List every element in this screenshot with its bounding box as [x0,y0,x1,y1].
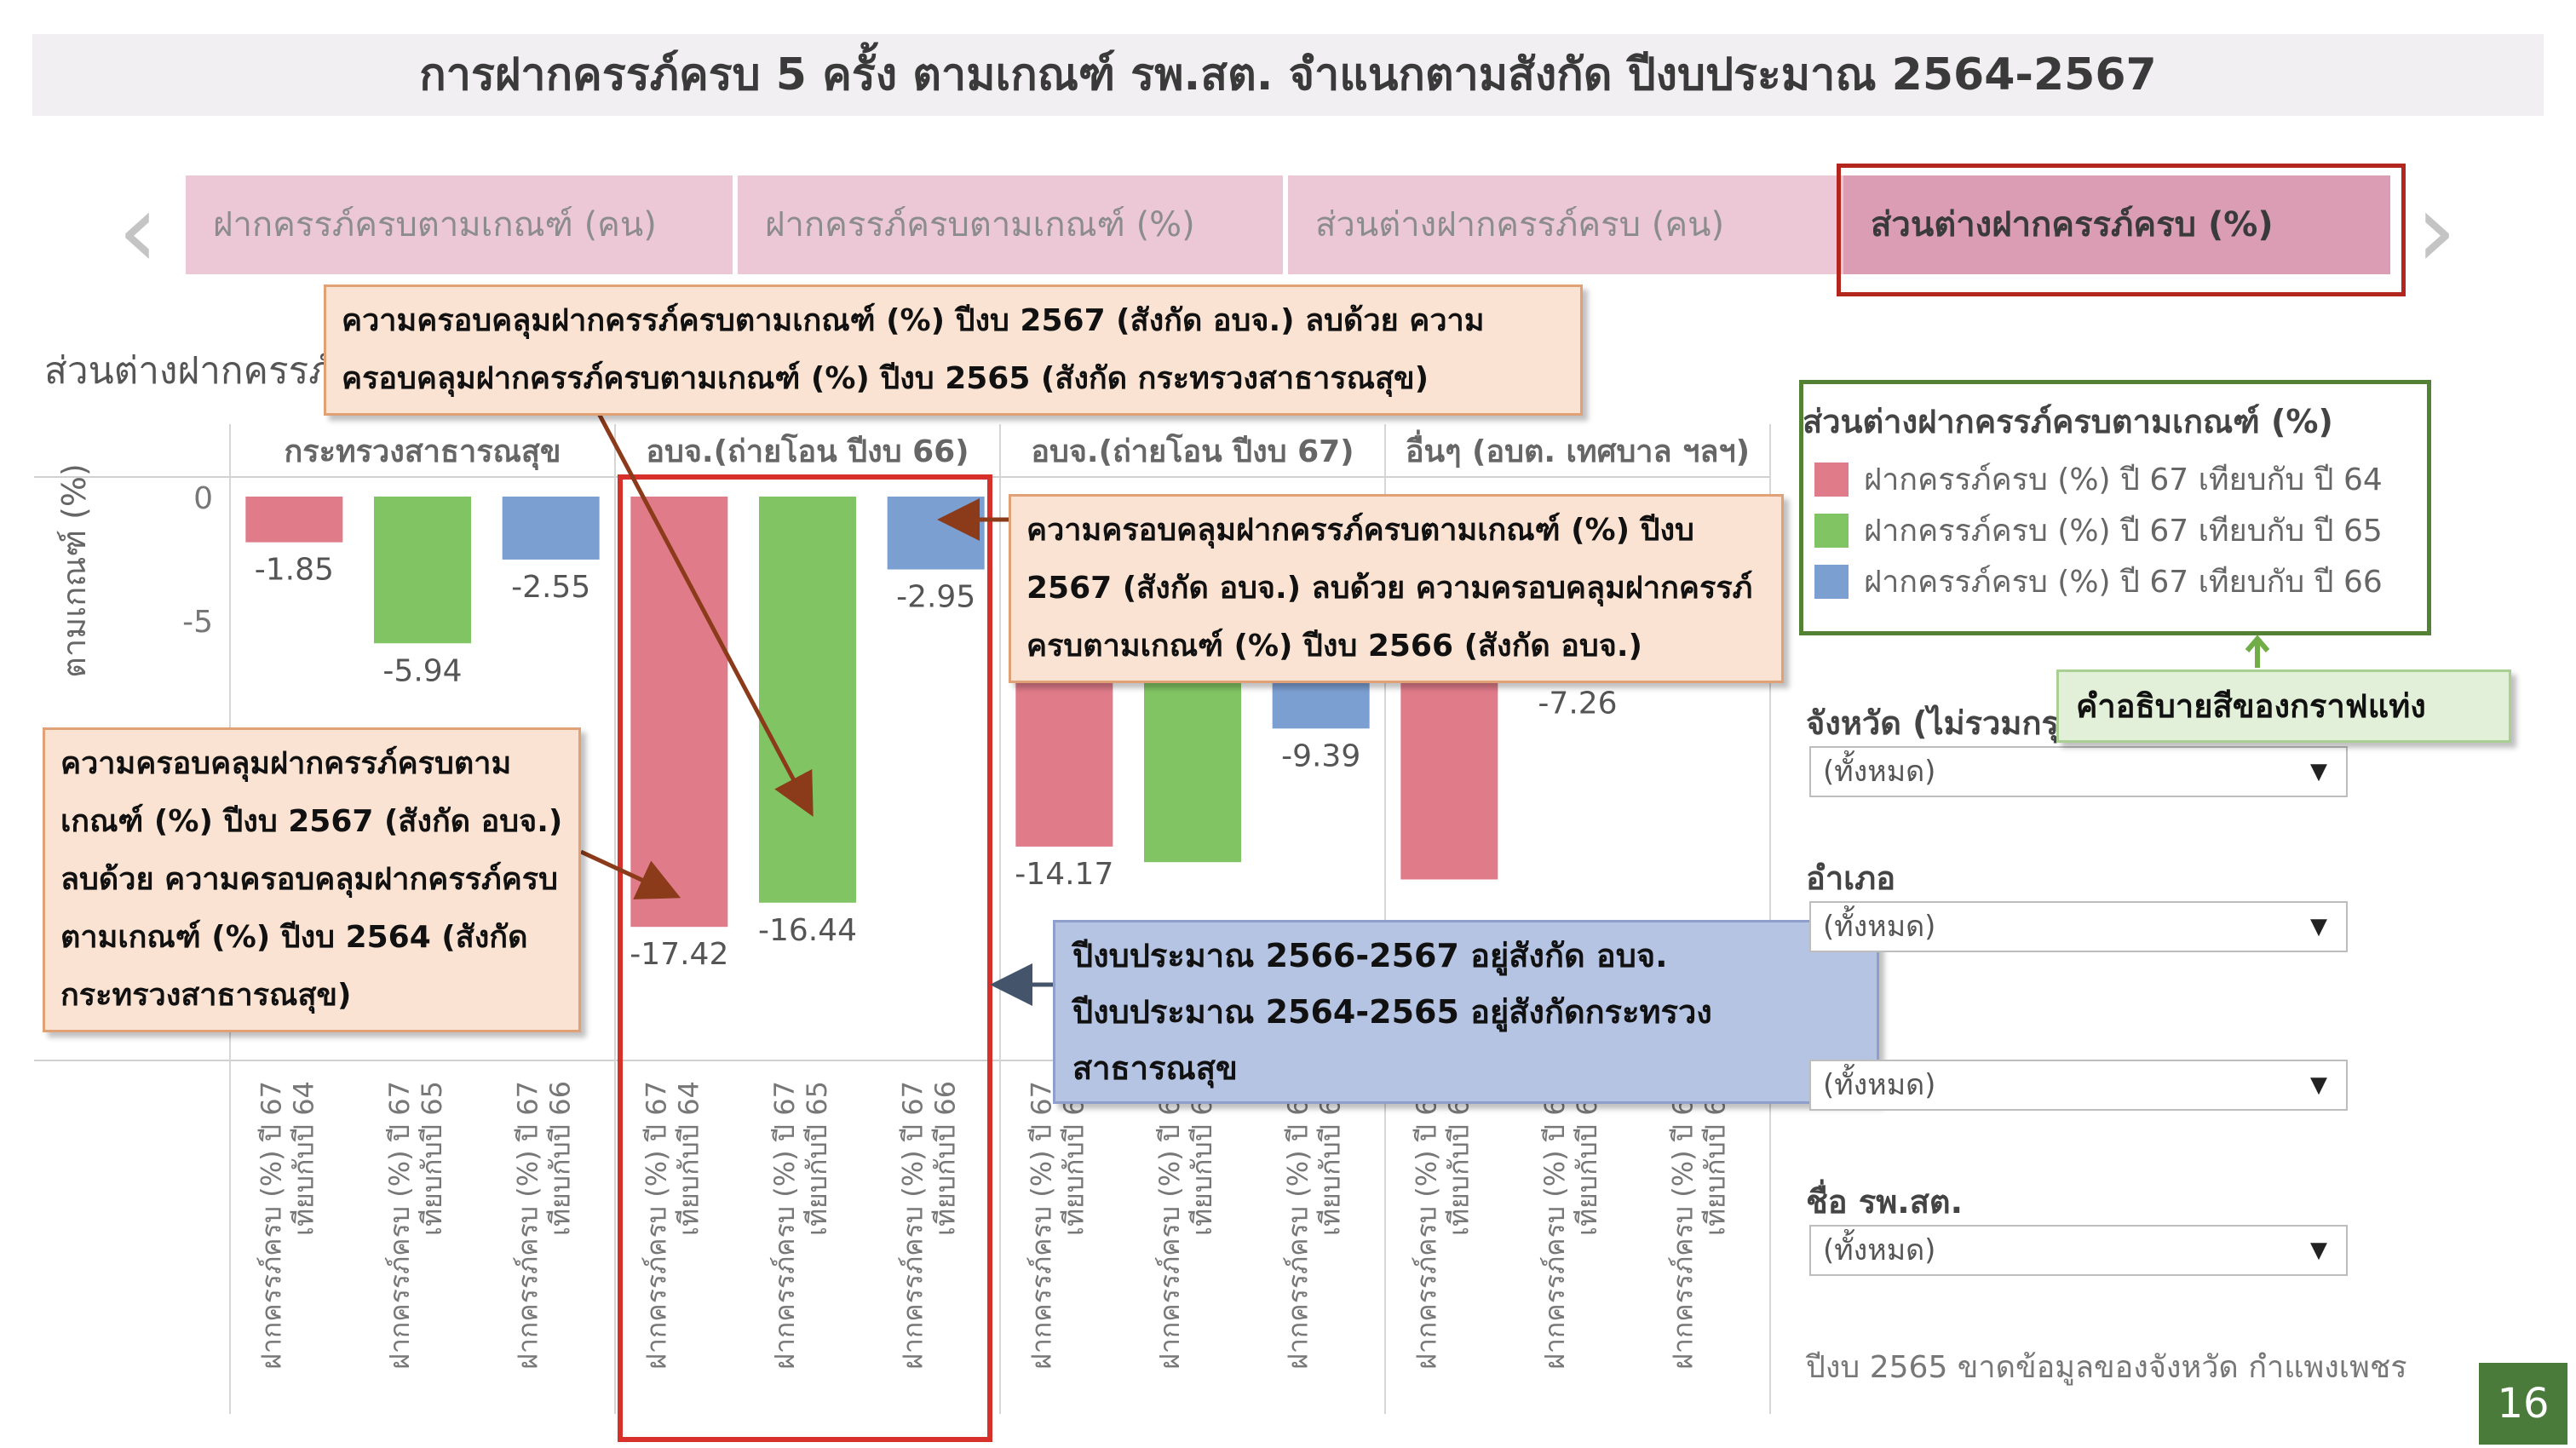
category-label: ฝากครรภ์ครบ (%) ปี 67 [1025,1081,1057,1370]
legend-swatch-red [1814,462,1849,497]
data-label: -2.95 [896,580,975,615]
data-label: -14.17 [1015,857,1113,892]
legend-label: ฝากครรภ์ครบ (%) ปี 67 เทียบกับ ปี 66 [1864,565,2383,600]
y-tick-label: 0 [193,481,213,516]
callout-right: ความครอบคลุมฝากครรภ์ครบตามเกณฑ์ (%) ปีงบ… [1009,494,1784,683]
dropdown-arrow-icon: ▼ [2310,1238,2327,1263]
bar [887,497,985,570]
category-label: ฝากครรภ์ครบ (%) ปี 67 [1538,1081,1571,1370]
y-tick-label: -5 [182,605,213,640]
callout-bottom-line2: ปีงบประมาณ 2564-2565 อยู่สังกัดกระทรวงสา… [1072,993,1712,1087]
filter-label-hospital: ชื่อ รพ.สต. [1806,1183,1964,1221]
category-label: เทียบกับปี 64 [287,1081,319,1236]
legend-title: ส่วนต่างฝากครรภ์ครบตามเกณฑ์ (%) [1803,403,2333,440]
category-label: ฝากครรภ์ครบ (%) ปี 67 [897,1081,929,1370]
bar [374,497,471,644]
legend-swatch-blue [1814,564,1849,599]
tab-anc-diff-percent[interactable]: ส่วนต่างฝากครรภ์ครบ (%) [1843,175,2390,274]
legend-item: ฝากครรภ์ครบ (%) ปี 67 เทียบกับ ปี 64 [1814,455,2411,497]
tab-anc-count[interactable]: ฝากครรภ์ครบตามเกณฑ์ (คน) [186,175,733,274]
data-label: -5.94 [382,653,462,688]
dropdown-arrow-icon: ▼ [2310,1072,2327,1098]
category-label: เทียบกับปี 66 [1314,1081,1347,1236]
district-dropdown[interactable]: (ทั้งหมด) ▼ [1809,901,2348,952]
category-label: เทียบกับปี 65 [801,1081,833,1236]
callout-left: ความครอบคลุมฝากครรภ์ครบตามเกณฑ์ (%) ปีงบ… [43,727,581,1032]
category-label: เทียบกับปี 64 [672,1081,704,1236]
province-dropdown-value: (ทั้งหมด) [1823,755,1936,789]
panel-header: อบจ.(ถ่ายโอน ปีงบ 66) [646,433,969,469]
category-label: เทียบกับปี 65 [1186,1081,1218,1236]
subdistrict-dropdown[interactable]: (ทั้งหมด) ▼ [1809,1060,2348,1111]
hospital-dropdown-value: (ทั้งหมด) [1823,1233,1936,1267]
callout-bottom: ปีงบประมาณ 2566-2567 อยู่สังกัด อบจ. ปีง… [1053,920,1879,1104]
category-label: เทียบกับปี 66 [1699,1081,1732,1236]
legend-item: ฝากครรภ์ครบ (%) ปี 67 เทียบกับ ปี 65 [1814,506,2411,549]
page-title: การฝากครรภ์ครบ 5 ครั้ง ตามเกณฑ์ รพ.สต. จ… [419,49,2157,101]
tab-anc-percent[interactable]: ฝากครรภ์ครบตามเกณฑ์ (%) [738,175,1283,274]
district-dropdown-value: (ทั้งหมด) [1823,910,1936,944]
panel-header: กระทรวงสาธารณสุข [284,434,561,471]
legend-box [1799,380,2431,635]
panel-header: อื่นๆ (อบต. เทศบาล ฯลฯ) [1406,429,1750,469]
callout-legend-note: คำอธิบายสีของกราฟแท่ง [2056,669,2511,743]
data-label: -1.85 [255,553,334,588]
category-label: เทียบกับปี 66 [929,1081,962,1236]
panel-header: อบจ.(ถ่ายโอน ปีงบ 67) [1031,433,1354,469]
subdistrict-dropdown-value: (ทั้งหมด) [1823,1068,1936,1102]
sheet-subtitle: ส่วนต่างฝากครรภ์ครบตามเกณฑ์ (%) [44,349,334,393]
footnote: ปีงบ 2565 ขาดข้อมูลของจังหวัด กำแพงเพชร [1806,1350,2407,1385]
prev-arrow-icon[interactable]: ‹ [118,172,158,290]
callout-bottom-line1: ปีงบประมาณ 2566-2567 อยู่สังกัด อบจ. [1072,937,1668,974]
arrow-top-callout [594,409,814,817]
dropdown-arrow-icon: ▼ [2310,914,2327,939]
legend-label: ฝากครรภ์ครบ (%) ปี 67 เทียบกับ ปี 64 [1864,463,2383,497]
province-dropdown[interactable]: (ทั้งหมด) ▼ [1809,746,2348,797]
callout-left-text: ความครอบคลุมฝากครรภ์ครบตามเกณฑ์ (%) ปีงบ… [60,746,563,1013]
category-label: ฝากครรภ์ครบ (%) ปี 67 [640,1081,672,1370]
active-tab-highlight [1837,164,2406,296]
category-label: ฝากครรภ์ครบ (%) ปี 67 [1667,1081,1699,1370]
bar [759,497,856,903]
data-label: -17.42 [630,937,728,972]
legend-item: ฝากครรภ์ครบ (%) ปี 67 เทียบกับ ปี 66 [1814,557,2411,600]
data-label: -2.55 [511,570,590,605]
y-axis-label: ตามเกณฑ์ (%) [55,463,93,678]
category-label: เทียบกับปี 64 [1442,1081,1475,1236]
category-label: เทียบกับปี 65 [1571,1081,1603,1236]
title-bar [32,34,2544,116]
category-label: ฝากครรภ์ครบ (%) ปี 67 [1410,1081,1442,1370]
category-label: ฝากครรภ์ครบ (%) ปี 67 [1282,1081,1314,1370]
dropdown-arrow-icon: ▼ [2310,759,2327,784]
callout-right-text: ความครอบคลุมฝากครรภ์ครบตามเกณฑ์ (%) ปีงบ… [1026,513,1753,664]
legend-swatch-green [1814,513,1849,548]
category-label: ฝากครรภ์ครบ (%) ปี 67 [1153,1081,1186,1370]
filter-label-district: อำเภอ [1806,859,1896,897]
hospital-dropdown[interactable]: (ทั้งหมด) ▼ [1809,1225,2348,1276]
page-number: 16 [2479,1363,2567,1445]
callout-top: ความครอบคลุมฝากครรภ์ครบตามเกณฑ์ (%) ปีงบ… [324,284,1583,416]
bar [245,497,343,543]
highlight-box [618,474,992,1442]
category-label: ฝากครรภ์ครบ (%) ปี 67 [768,1081,801,1370]
category-label: ฝากครรภ์ครบ (%) ปี 67 [512,1081,544,1370]
bar [502,497,600,560]
data-label: -16.44 [758,913,857,948]
next-arrow-icon[interactable]: › [2416,172,2457,290]
category-label: เทียบกับปี 66 [544,1081,577,1236]
arrow-left-callout [579,849,681,899]
callout-top-text: ความครอบคลุมฝากครรภ์ครบตามเกณฑ์ (%) ปีงบ… [342,303,1485,396]
data-label: -9.39 [1281,738,1360,773]
legend-note-arrow-icon [2245,635,2270,668]
tab-anc-diff-count[interactable]: ส่วนต่างฝากครรภ์ครบ (คน) [1288,175,1843,274]
data-label: -7.26 [1538,687,1617,721]
callout-legend-note-text: คำอธิบายสีของกราฟแท่ง [2076,687,2426,725]
category-label: ฝากครรภ์ครบ (%) ปี 67 [383,1081,416,1370]
category-label: เทียบกับปี 64 [1057,1081,1090,1236]
legend-label: ฝากครรภ์ครบ (%) ปี 67 เทียบกับ ปี 65 [1864,514,2383,549]
category-label: ฝากครรภ์ครบ (%) ปี 67 [255,1081,287,1370]
category-label: เทียบกับปี 65 [416,1081,448,1236]
